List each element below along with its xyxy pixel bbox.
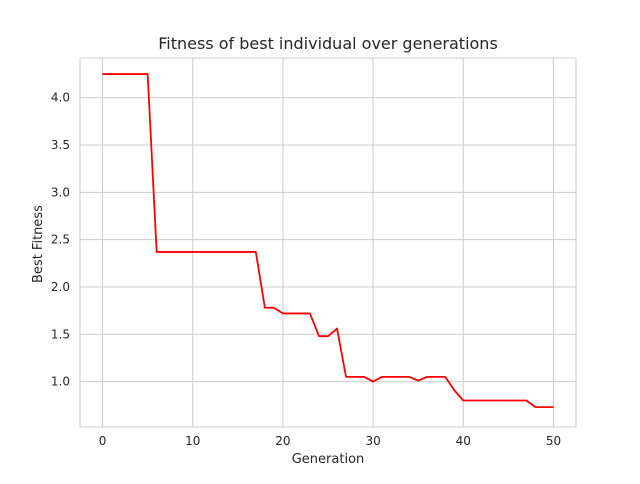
y-tick-label: 4.0 [51,91,70,105]
x-tick-label: 0 [99,434,107,448]
y-tick-label: 1.5 [51,327,70,341]
x-tick-label: 30 [365,434,380,448]
y-tick-label: 1.0 [51,375,70,389]
chart-title: Fitness of best individual over generati… [158,34,498,53]
x-tick-label: 20 [275,434,290,448]
x-tick-label: 40 [456,434,471,448]
y-tick-label: 3.5 [51,138,70,152]
y-tick-label: 3.0 [51,185,70,199]
y-axis-label: Best Fitness [31,205,46,283]
x-tick-label: 10 [185,434,200,448]
x-axis-label: Generation [292,452,365,467]
x-tick-label: 50 [546,434,561,448]
y-tick-label: 2.5 [51,233,70,247]
y-tick-label: 2.0 [51,280,70,294]
